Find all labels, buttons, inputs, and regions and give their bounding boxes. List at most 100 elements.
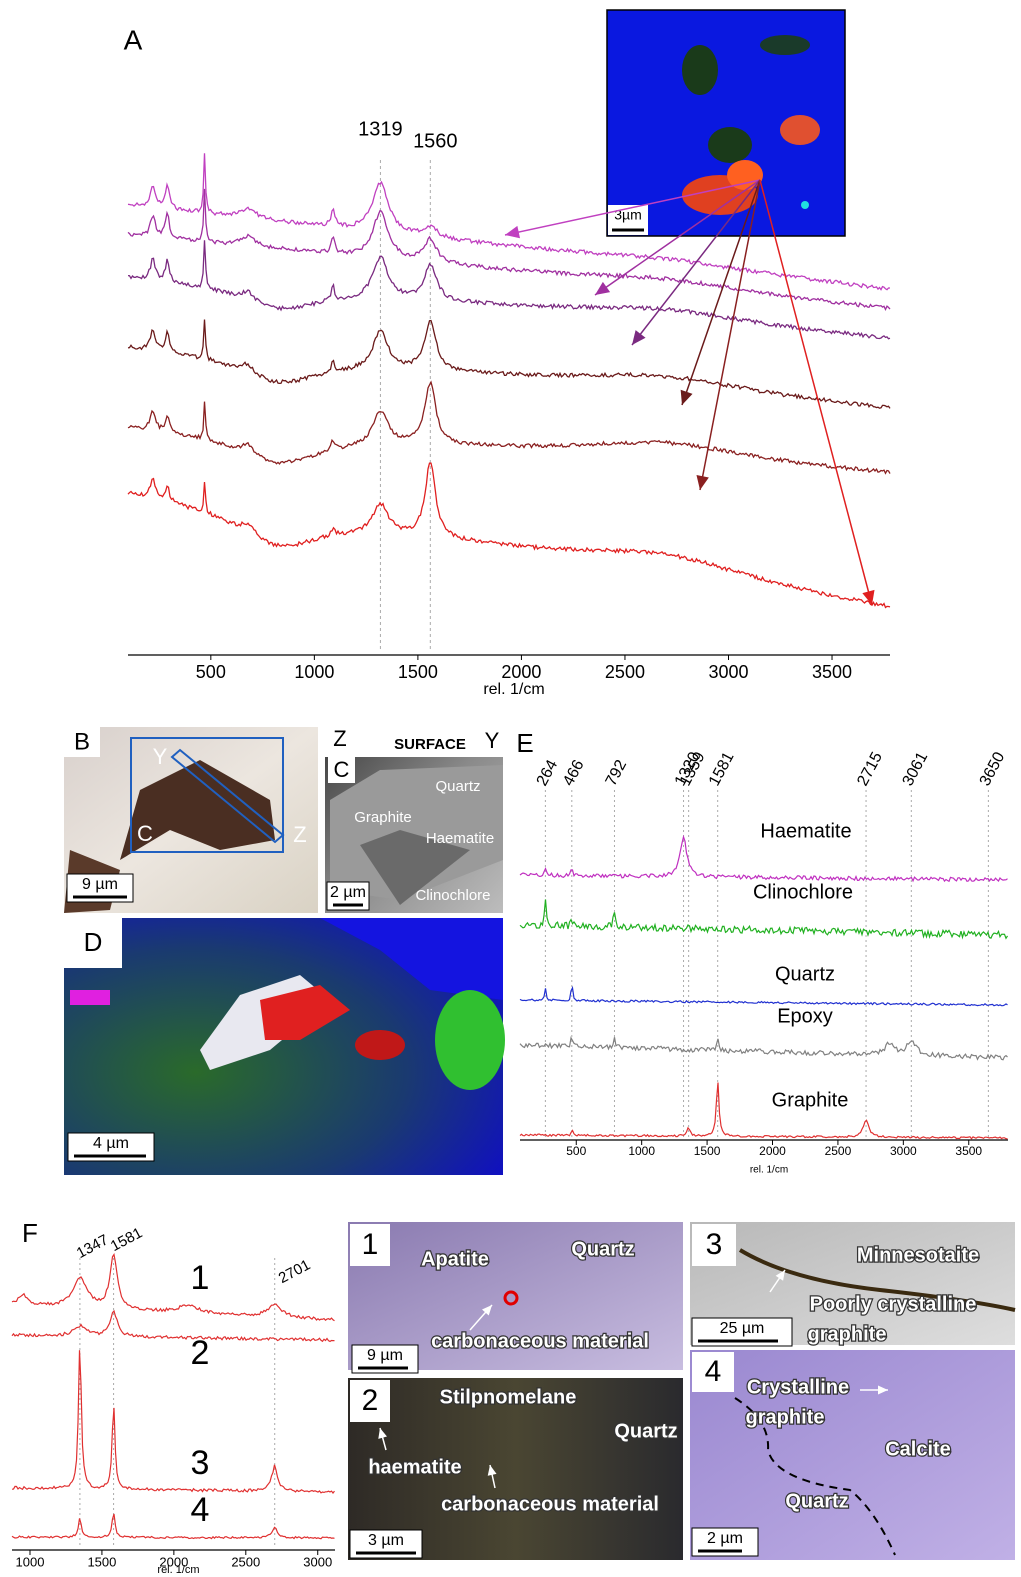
image-label: Calcite <box>885 1438 951 1460</box>
spectrum <box>11 1252 335 1322</box>
image-label: Minnesotaite <box>857 1244 979 1266</box>
x-tick-label: 1000 <box>294 662 334 682</box>
mineral-label: Quartz <box>435 778 480 795</box>
phase <box>435 990 505 1090</box>
peak-label: 2715 <box>854 749 886 789</box>
surface-band <box>325 727 503 757</box>
x-tick-label: 3000 <box>708 662 748 682</box>
spectrum <box>11 1309 335 1343</box>
corner-label: Y <box>485 728 500 753</box>
vein <box>738 1248 1016 1312</box>
arrow-head <box>878 1385 888 1395</box>
x-tick-label: 1000 <box>16 1554 45 1569</box>
spectrum <box>127 319 891 409</box>
peak-label: 2701 <box>276 1256 313 1287</box>
phase <box>330 765 503 900</box>
spectrum <box>519 834 1008 883</box>
x-tick-label: 2500 <box>231 1554 260 1569</box>
label-box <box>692 1352 734 1392</box>
spectrum <box>11 1513 335 1540</box>
peak-label: 3650 <box>977 749 1009 789</box>
image-label: Quartz <box>785 1490 848 1512</box>
target <box>503 1290 519 1306</box>
x-tick-label: 2000 <box>159 1554 188 1569</box>
marker: C <box>137 821 153 846</box>
label-box <box>328 757 355 783</box>
phase <box>355 1030 405 1060</box>
phase <box>320 918 503 1000</box>
transect <box>170 748 285 844</box>
x-tick-label: 1000 <box>628 1144 655 1158</box>
peak-label: 1581 <box>108 1224 145 1255</box>
x-tick-label: 2000 <box>501 662 541 682</box>
inset-blob <box>760 35 810 55</box>
inset-blob <box>727 160 763 190</box>
marker: Z <box>293 822 306 847</box>
x-tick-label: 1500 <box>694 1144 721 1158</box>
spectrum-label: 3 <box>191 1444 210 1482</box>
mineral-label: Graphite <box>354 809 412 826</box>
spectrum <box>519 985 1008 1007</box>
label-box <box>350 1380 390 1422</box>
panel-label: E <box>516 728 533 758</box>
image-label: Poorly crystalline <box>810 1293 977 1315</box>
arrow <box>681 179 761 406</box>
scale-bar-text: 4 µm <box>93 1135 129 1152</box>
arrow-head <box>632 330 646 345</box>
arrow <box>699 179 761 491</box>
peak-label: 466 <box>560 757 588 789</box>
phase <box>360 830 470 905</box>
grain <box>120 760 275 860</box>
x-axis-label: rel. 1/cm <box>750 1165 788 1176</box>
peak-label: 1319 <box>358 118 403 140</box>
spectrum <box>519 1036 1008 1061</box>
inset-blob <box>708 127 752 163</box>
x-tick-label: 500 <box>566 1144 586 1158</box>
spectrum-label: Haematite <box>760 820 851 842</box>
arrow-head <box>595 281 611 295</box>
spectrum <box>519 1082 1008 1140</box>
x-tick-label: 3500 <box>812 662 852 682</box>
x-tick-label: 3000 <box>890 1144 917 1158</box>
x-tick-label: 1500 <box>398 662 438 682</box>
arrow <box>759 179 873 606</box>
image-label: Stilpnomelane <box>440 1386 577 1408</box>
roi <box>130 737 284 853</box>
inset-dot <box>801 201 809 209</box>
scale-bar-text: 3 µm <box>368 1532 404 1549</box>
inset-blob <box>780 115 820 145</box>
panel-label: 1 <box>362 1228 379 1261</box>
peak-label: 1347 <box>74 1231 111 1262</box>
spectrum-label: 1 <box>191 1259 210 1297</box>
arrow <box>631 179 761 346</box>
spectrum <box>11 1350 335 1494</box>
panel-label: B <box>74 728 90 755</box>
image-label: Quartz <box>571 1238 634 1260</box>
image-label: graphite <box>808 1323 887 1345</box>
image-label: Apatite <box>421 1248 489 1270</box>
x-tick-label: 3000 <box>303 1554 332 1569</box>
scale-bar-text: 2 µm <box>707 1530 743 1547</box>
image-label: graphite <box>746 1406 825 1428</box>
spectrum-label: Epoxy <box>777 1005 833 1027</box>
phase <box>70 990 110 1005</box>
mineral-label: Clinochlore <box>415 887 490 904</box>
marker: Y <box>153 744 168 769</box>
phase <box>260 985 350 1040</box>
panel-label: D <box>84 927 103 957</box>
arrow-head <box>680 389 693 405</box>
scale-bar-text: 25 µm <box>720 1320 765 1337</box>
arrow-head <box>862 589 875 605</box>
peak-label: 3061 <box>900 749 932 789</box>
x-tick-label: 2500 <box>605 662 645 682</box>
spectrum-label: Clinochlore <box>753 881 853 903</box>
image-label: carbonaceous material <box>441 1493 659 1515</box>
image-label: haematite <box>368 1456 461 1478</box>
arrow-head <box>696 475 709 490</box>
peak-label: 792 <box>603 757 631 789</box>
arrow-head <box>505 225 521 239</box>
spectrum-label: Graphite <box>772 1089 849 1111</box>
arrow-head <box>487 1465 497 1476</box>
peak-label: 1560 <box>413 130 458 152</box>
